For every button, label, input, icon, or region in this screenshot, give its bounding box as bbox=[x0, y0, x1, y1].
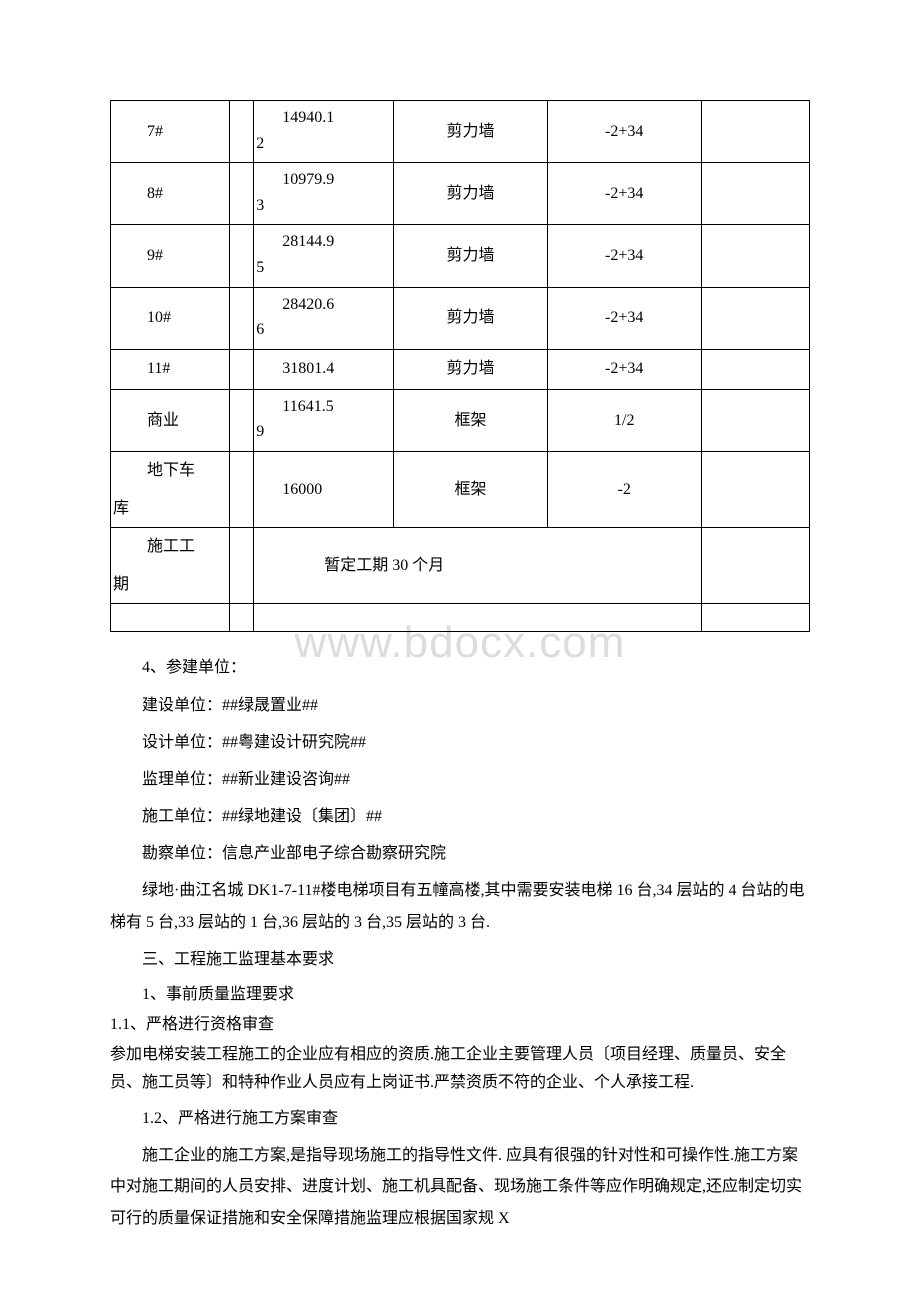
table-row bbox=[111, 604, 810, 632]
item-1: 1、事前质量监理要求 bbox=[110, 981, 810, 1009]
table-cell: 31801.4 bbox=[254, 349, 394, 389]
section-units-title: 4、参建单位： bbox=[110, 652, 810, 683]
table-cell bbox=[229, 389, 253, 451]
table-cell: -2+34 bbox=[547, 225, 701, 287]
table-cell: 剪力墙 bbox=[394, 225, 548, 287]
table-cell bbox=[229, 287, 253, 349]
table-cell: -2+34 bbox=[547, 287, 701, 349]
table-row: 10# 28420.66剪力墙-2+34 bbox=[111, 287, 810, 349]
table-cell: -2 bbox=[547, 451, 701, 527]
table-cell bbox=[701, 389, 809, 451]
construction-unit: 施工单位：##绿地建设〔集团〕## bbox=[110, 801, 810, 832]
table-cell bbox=[254, 604, 701, 632]
project-desc: 绿地·曲江名城 DK1-7-11#楼电梯项目有五幢高楼,其中需要安装电梯 16 … bbox=[110, 875, 810, 937]
table-cell bbox=[701, 451, 809, 527]
table-cell bbox=[229, 349, 253, 389]
item-1-1: 1.1、严格进行资格审查 bbox=[110, 1011, 810, 1039]
supervisor-unit: 监理单位：##新业建设咨询## bbox=[110, 764, 810, 795]
table-cell: 暂定工期 30 个月 bbox=[254, 528, 701, 604]
project-table: 7#14940.12剪力墙-2+348#10979.93剪力墙-2+349#28… bbox=[110, 100, 810, 632]
table-cell bbox=[229, 163, 253, 225]
table-cell bbox=[701, 528, 809, 604]
table-row: 施工工期暂定工期 30 个月 bbox=[111, 528, 810, 604]
table-cell bbox=[229, 101, 253, 163]
table-cell bbox=[229, 225, 253, 287]
table-cell: 10# bbox=[111, 287, 230, 349]
table-cell: 16000 bbox=[254, 451, 394, 527]
table-cell: 28420.66 bbox=[254, 287, 394, 349]
table-cell: 剪力墙 bbox=[394, 349, 548, 389]
table-cell bbox=[701, 287, 809, 349]
table-cell bbox=[229, 604, 253, 632]
table-cell: -2+34 bbox=[547, 163, 701, 225]
table-row: 7# 14940.12剪力墙-2+34 bbox=[111, 101, 810, 163]
table-row: 8# 10979.93剪力墙-2+34 bbox=[111, 163, 810, 225]
para-1-1: 参加电梯安装工程施工的企业应有相应的资质.施工企业主要管理人员〔项目经理、质量员… bbox=[110, 1041, 810, 1097]
table-cell: 剪力墙 bbox=[394, 163, 548, 225]
table-cell bbox=[229, 528, 253, 604]
table-row: 地下车库 16000框架-2 bbox=[111, 451, 810, 527]
document-page: 7#14940.12剪力墙-2+348#10979.93剪力墙-2+349#28… bbox=[0, 0, 920, 1300]
table-cell: 7# bbox=[111, 101, 230, 163]
table-cell: 施工工期 bbox=[111, 528, 230, 604]
table-cell bbox=[701, 225, 809, 287]
table-cell bbox=[701, 349, 809, 389]
table-cell: 11# bbox=[111, 349, 230, 389]
table-cell: 框架 bbox=[394, 451, 548, 527]
table-cell: 框架 bbox=[394, 389, 548, 451]
survey-unit: 勘察单位：信息产业部电子综合勘察研究院 bbox=[110, 838, 810, 869]
table-cell: 剪力墙 bbox=[394, 101, 548, 163]
table-cell: 8# bbox=[111, 163, 230, 225]
table-cell: 剪力墙 bbox=[394, 287, 548, 349]
table-cell: 地下车库 bbox=[111, 451, 230, 527]
table-row: 11# 31801.4剪力墙-2+34 bbox=[111, 349, 810, 389]
table-cell: 1/2 bbox=[547, 389, 701, 451]
table-cell bbox=[701, 163, 809, 225]
table-cell: 9# bbox=[111, 225, 230, 287]
para-1-2: 施工企业的施工方案,是指导现场施工的指导性文件. 应具有很强的针对性和可操作性.… bbox=[110, 1140, 810, 1234]
table-cell: 10979.93 bbox=[254, 163, 394, 225]
table-cell: 商业 bbox=[111, 389, 230, 451]
table-cell bbox=[701, 604, 809, 632]
table-cell bbox=[111, 604, 230, 632]
table-cell bbox=[701, 101, 809, 163]
design-unit: 设计单位：##粤建设计研究院## bbox=[110, 727, 810, 758]
item-1-2: 1.2、严格进行施工方案审查 bbox=[110, 1103, 810, 1134]
table-cell: 14940.12 bbox=[254, 101, 394, 163]
table-row: 9# 28144.95剪力墙-2+34 bbox=[111, 225, 810, 287]
table-cell: -2+34 bbox=[547, 101, 701, 163]
table-row: 商业 11641.59框架1/2 bbox=[111, 389, 810, 451]
table-cell: -2+34 bbox=[547, 349, 701, 389]
table-cell bbox=[229, 451, 253, 527]
builder-unit: 建设单位：##绿晟置业## bbox=[110, 690, 810, 721]
table-cell: 11641.59 bbox=[254, 389, 394, 451]
section-3-title: 三、工程施工监理基本要求 bbox=[110, 944, 810, 975]
table-cell: 28144.95 bbox=[254, 225, 394, 287]
